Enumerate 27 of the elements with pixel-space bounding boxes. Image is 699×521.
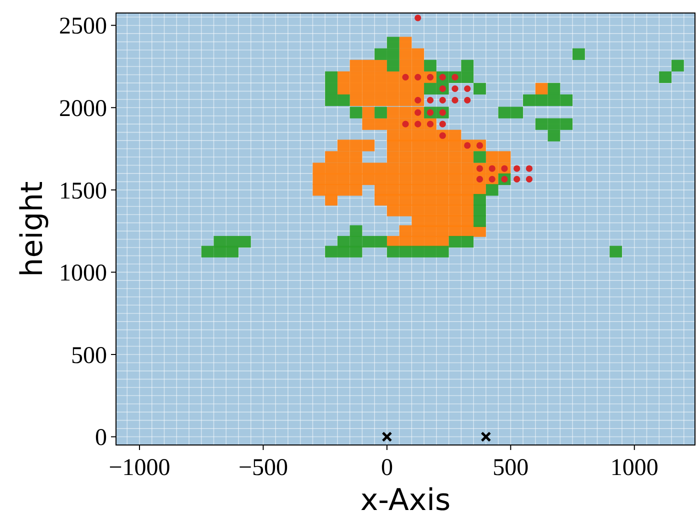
point: [426, 96, 434, 104]
x-tick-label: 1000: [610, 455, 658, 481]
point: [514, 165, 520, 172]
x-tick-label: −1000: [108, 455, 170, 481]
y-tick-label: 0: [95, 425, 107, 452]
y-tick-label: 2500: [59, 14, 107, 40]
x-axis-title: x-Axis: [360, 483, 451, 518]
point: [526, 176, 533, 183]
point: [514, 176, 520, 183]
point: [452, 85, 458, 92]
x-tick-label: −500: [238, 455, 288, 481]
y-tick-label: 500: [71, 342, 107, 369]
point: [439, 120, 446, 128]
y-tick-label: 1500: [59, 178, 107, 204]
x-tick-label: 500: [492, 455, 529, 481]
point: [526, 165, 533, 172]
y-axis-title: height: [15, 180, 50, 277]
point: [464, 85, 471, 92]
y-tick-label: 1000: [59, 260, 107, 287]
x-tick-label: 0: [380, 455, 393, 481]
point: [464, 96, 471, 104]
y-tick-label: 2000: [59, 96, 107, 122]
point: [452, 96, 458, 104]
point: [382, 432, 392, 442]
point: [414, 14, 422, 22]
point: [480, 432, 492, 442]
point: [439, 96, 446, 104]
